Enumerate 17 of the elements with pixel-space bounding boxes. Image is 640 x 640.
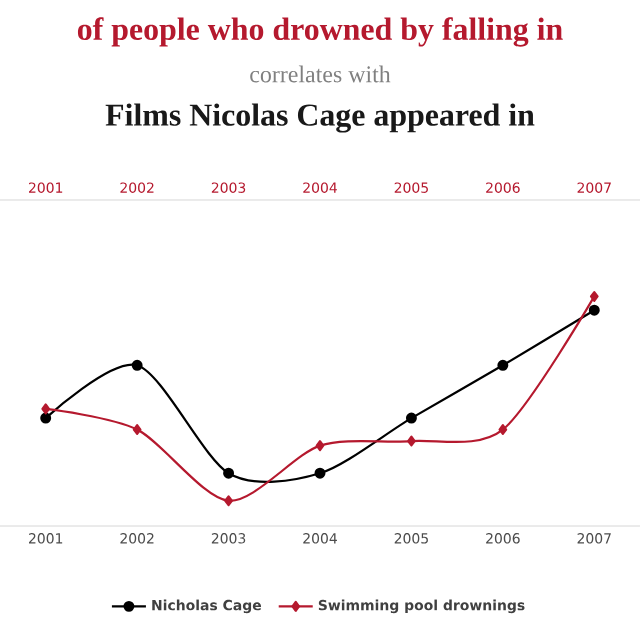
point	[223, 467, 235, 479]
point	[588, 304, 600, 316]
point	[131, 359, 143, 371]
point	[405, 412, 417, 424]
chart-subtitle: correlates with	[250, 65, 391, 83]
text: Films Nicolas Cage appeared in	[105, 103, 535, 133]
point	[498, 424, 508, 436]
point	[314, 467, 326, 479]
point	[497, 359, 509, 371]
point	[589, 290, 599, 302]
point	[41, 403, 51, 415]
point	[40, 412, 52, 424]
point	[407, 435, 416, 447]
point	[315, 440, 325, 452]
point	[224, 495, 233, 507]
point	[132, 424, 142, 436]
chart-title: of people who drowned by falling in	[77, 17, 563, 47]
